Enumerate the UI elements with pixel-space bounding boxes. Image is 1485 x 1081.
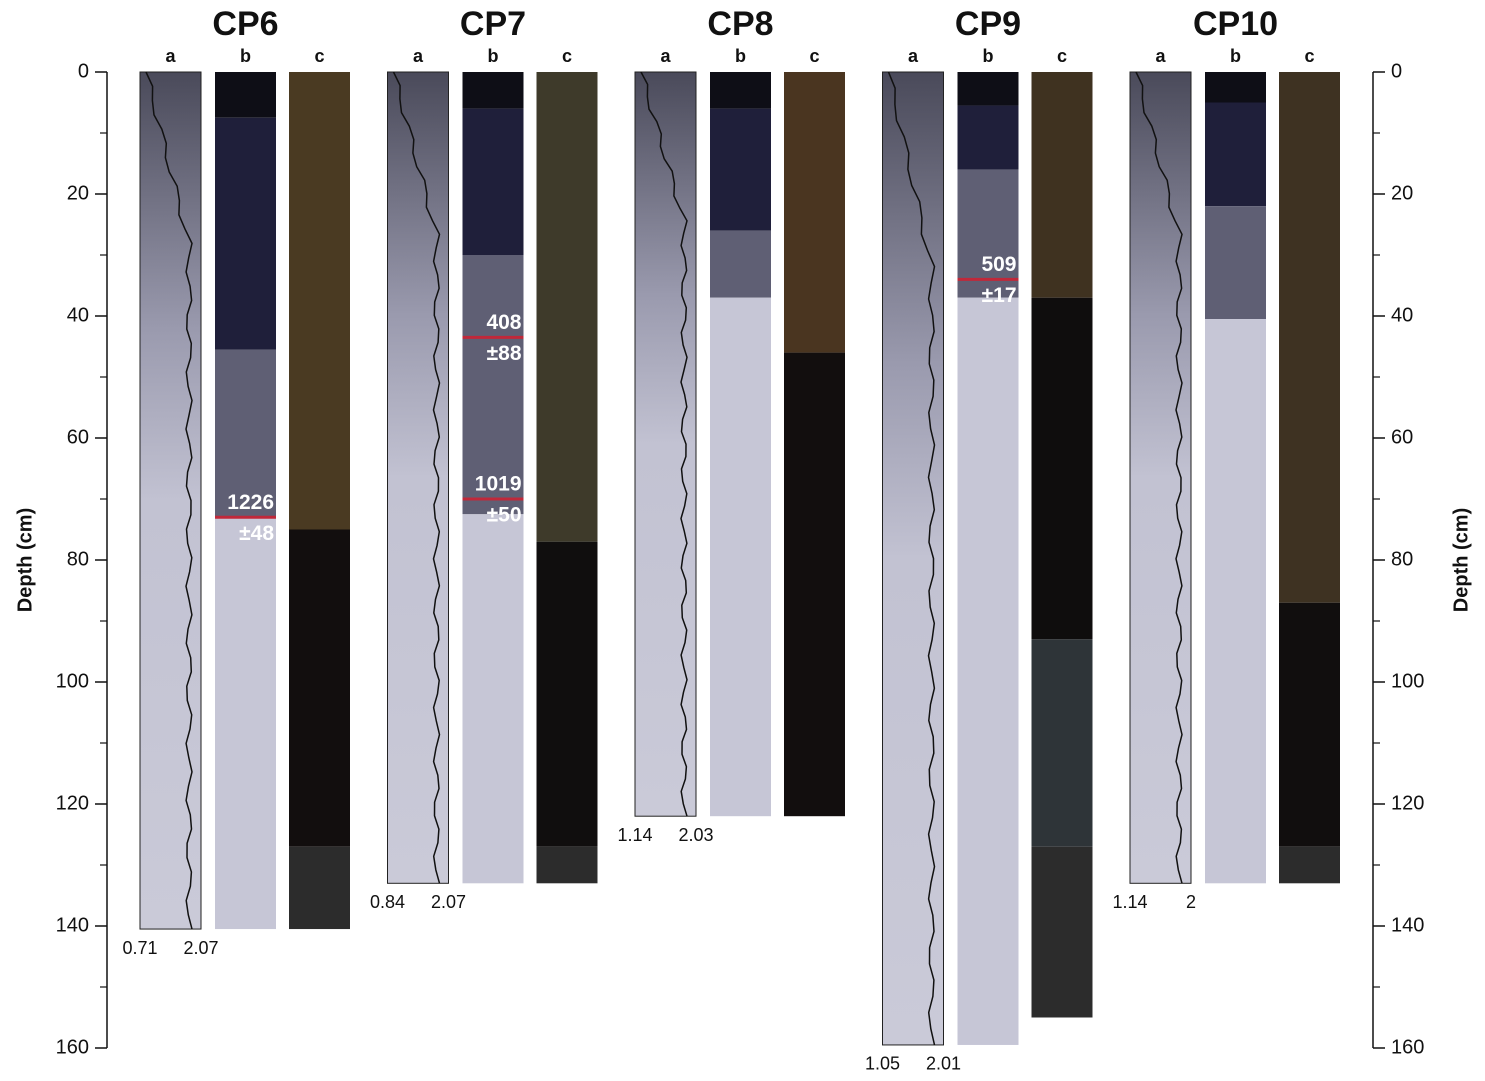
c-layer (1032, 72, 1093, 298)
y-tick-label: 80 (1391, 548, 1413, 570)
density-range-label: 0.84 (370, 892, 405, 912)
c-layer (784, 72, 845, 353)
density-range-label: 2.01 (926, 1054, 961, 1074)
c-layer (1279, 603, 1340, 847)
y-tick-label: 120 (1391, 792, 1424, 814)
y-tick-label: 40 (1391, 304, 1413, 326)
date-error: ±50 (487, 504, 522, 527)
core-title: CP6 (212, 5, 278, 43)
y-tick-label: 140 (56, 914, 89, 936)
density-range-label: 1.14 (617, 825, 652, 845)
b-layer (463, 109, 524, 255)
y-tick-label: 140 (1391, 914, 1424, 936)
y-tick-label: 40 (67, 304, 89, 326)
density-range-label: 1.14 (1112, 892, 1147, 912)
y-tick-label: 20 (67, 182, 89, 204)
b-layer (710, 298, 771, 817)
date-age: 1226 (227, 491, 274, 514)
column-label: b (1230, 46, 1241, 66)
core-title: CP9 (955, 5, 1021, 43)
b-layer (1205, 103, 1266, 207)
b-layer (710, 231, 771, 298)
b-layer (215, 72, 276, 118)
b-layer (215, 517, 276, 929)
c-layer (1279, 72, 1340, 603)
column-label: a (660, 46, 671, 66)
chart: Depth (cm) Depth (cm) 020406080100120140… (0, 0, 1485, 1081)
column-label: a (1155, 46, 1166, 66)
density-range-label: 0.71 (122, 938, 157, 958)
c-layer (1279, 847, 1340, 884)
date-error: ±17 (982, 284, 1017, 307)
column-label: a (908, 46, 919, 66)
density-range-label: 2.03 (678, 825, 713, 845)
density-range-label: 2 (1186, 892, 1196, 912)
y-tick-label: 0 (78, 60, 89, 82)
column-label: a (413, 46, 424, 66)
column-label: c (1304, 46, 1314, 66)
core-title: CP10 (1193, 5, 1278, 43)
c-layer (537, 542, 598, 847)
date-error: ±48 (239, 522, 274, 545)
date-age: 509 (981, 253, 1016, 276)
column-label: c (314, 46, 324, 66)
c-layer (784, 353, 845, 817)
y2-axis-title: Depth (cm) (1450, 508, 1472, 612)
xray-column (883, 72, 944, 1045)
core-title: CP8 (707, 5, 773, 43)
column-label: b (240, 46, 251, 66)
date-age: 408 (486, 311, 521, 334)
density-range-label: 1.05 (865, 1054, 900, 1074)
y-tick-label: 120 (56, 792, 89, 814)
y-tick-label: 160 (56, 1036, 89, 1058)
b-layer (958, 72, 1019, 106)
b-layer (958, 106, 1019, 170)
y-axis-title: Depth (cm) (14, 508, 36, 612)
date-error: ±88 (487, 342, 522, 365)
c-layer (289, 530, 350, 847)
xray-column (388, 72, 449, 883)
density-range-label: 2.07 (431, 892, 466, 912)
y-tick-label: 100 (1391, 670, 1424, 692)
b-layer (463, 72, 524, 109)
y-tick-label: 100 (56, 670, 89, 692)
y-tick-label: 60 (1391, 426, 1413, 448)
column-label: a (165, 46, 176, 66)
c-layer (289, 847, 350, 929)
density-range-label: 2.07 (183, 938, 218, 958)
column-label: b (488, 46, 499, 66)
y-tick-label: 60 (67, 426, 89, 448)
y-tick-label: 160 (1391, 1036, 1424, 1058)
c-layer (1032, 847, 1093, 1018)
column-label: c (562, 46, 572, 66)
c-layer (537, 847, 598, 884)
b-layer (710, 109, 771, 231)
b-layer (1205, 72, 1266, 103)
xray-column (635, 72, 696, 816)
column-label: c (1057, 46, 1067, 66)
c-layer (289, 72, 350, 530)
column-label: b (735, 46, 746, 66)
b-layer (215, 118, 276, 350)
c-layer (1032, 639, 1093, 846)
y-tick-label: 20 (1391, 182, 1413, 204)
column-label: b (983, 46, 994, 66)
page: {"chart_data": { "type": "core-log", "yl… (0, 0, 1485, 1081)
b-layer (1205, 319, 1266, 883)
b-layer (463, 514, 524, 883)
c-layer (537, 72, 598, 542)
b-layer (1205, 206, 1266, 319)
y-tick-label: 80 (67, 548, 89, 570)
c-layer (1032, 298, 1093, 640)
xray-column (140, 72, 201, 929)
core-title: CP7 (460, 5, 526, 43)
xray-column (1130, 72, 1191, 883)
b-layer (958, 298, 1019, 1045)
b-layer (710, 72, 771, 109)
y-tick-label: 0 (1391, 60, 1402, 82)
column-label: c (809, 46, 819, 66)
date-age: 1019 (475, 473, 522, 496)
